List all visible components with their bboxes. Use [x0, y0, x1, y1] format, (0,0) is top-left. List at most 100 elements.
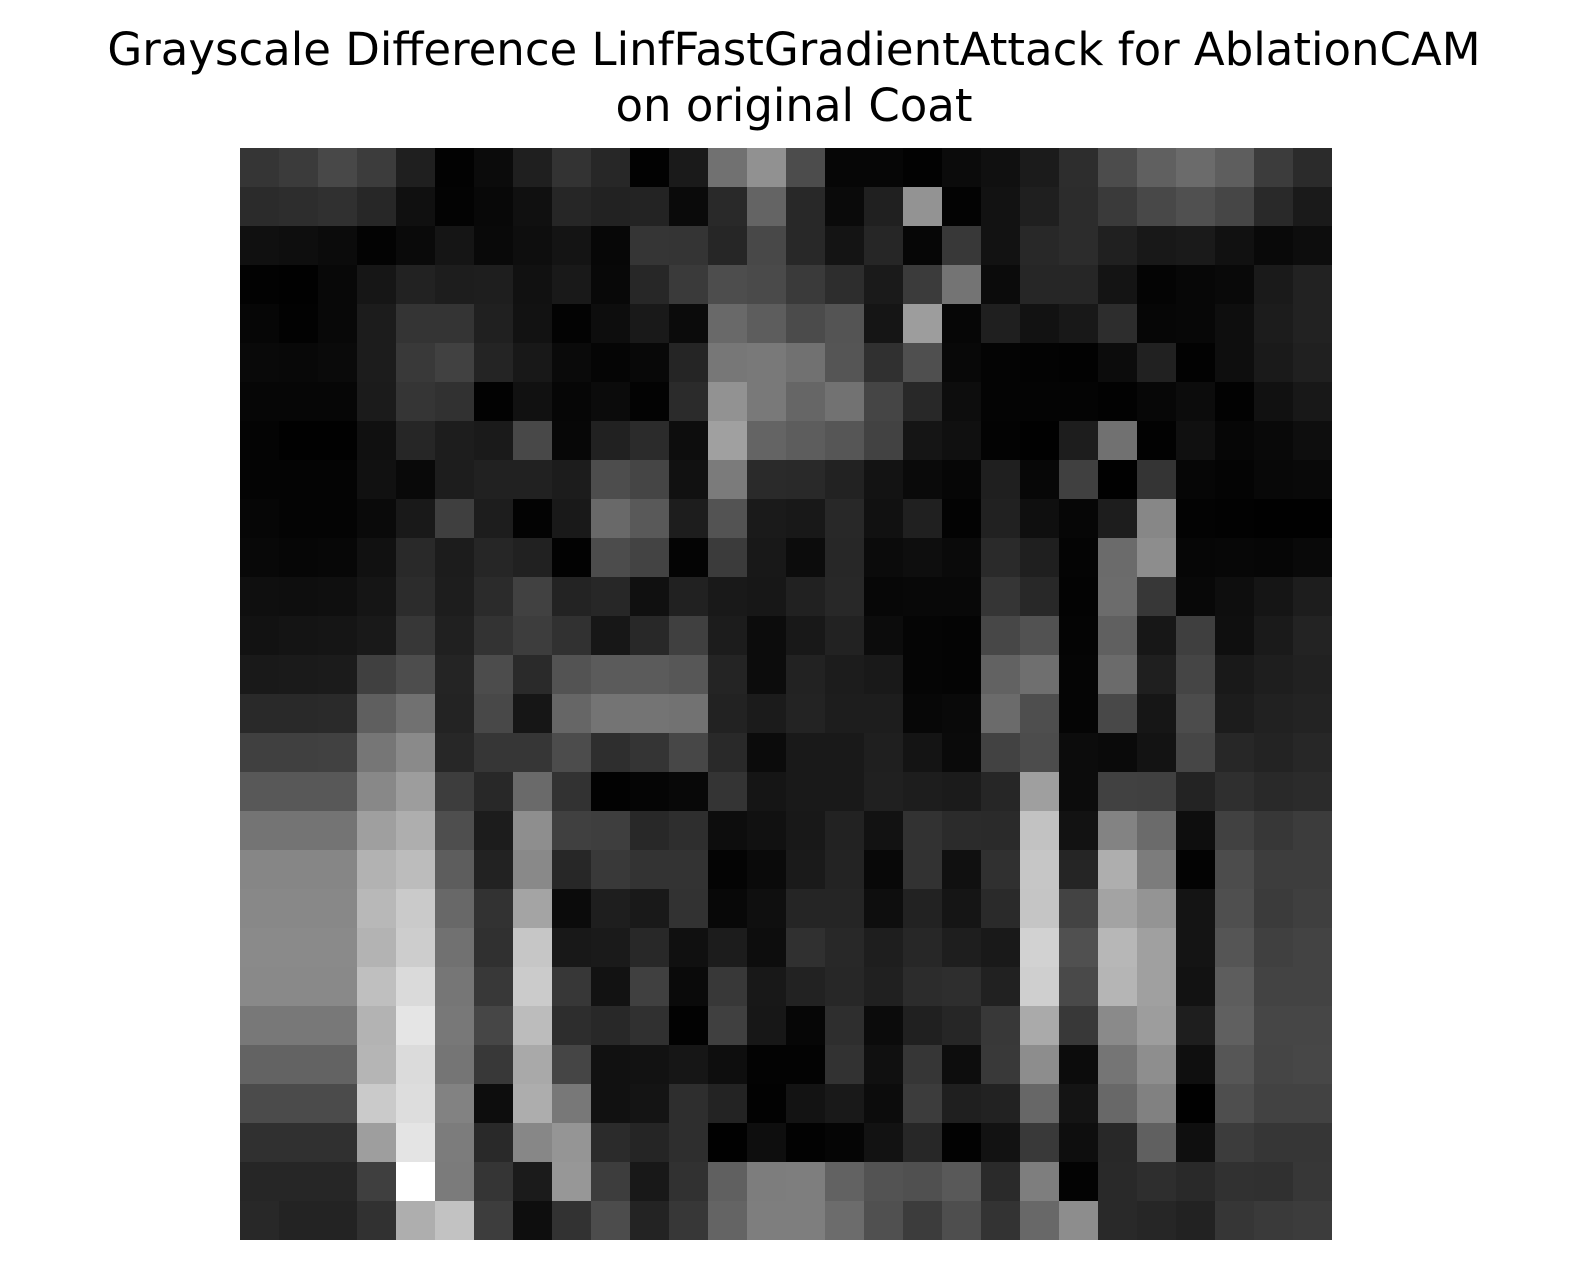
heatmap-cell-r3-c27 — [1293, 265, 1332, 305]
heatmap-cell-r1-c13 — [747, 187, 787, 227]
heatmap-cell-r16-c6 — [474, 772, 514, 812]
heatmap-cell-r1-c2 — [318, 187, 358, 227]
heatmap-cell-r11-c10 — [630, 577, 670, 617]
heatmap-cell-r27-c8 — [552, 1201, 592, 1240]
heatmap-cell-r7-c16 — [864, 421, 904, 461]
heatmap-cell-r10-c26 — [1254, 538, 1294, 578]
heatmap-cell-r8-c25 — [1215, 460, 1255, 500]
heatmap-cell-r3-c24 — [1176, 265, 1216, 305]
heatmap-cell-r4-c1 — [279, 304, 319, 344]
heatmap-cell-r13-c1 — [279, 655, 319, 695]
heatmap-cell-r12-c16 — [864, 616, 904, 656]
heatmap-cell-r8-c14 — [786, 460, 826, 500]
heatmap-cell-r18-c8 — [552, 850, 592, 890]
heatmap-cell-r3-c17 — [903, 265, 943, 305]
heatmap-cell-r21-c26 — [1254, 967, 1294, 1007]
heatmap-cell-r0-c13 — [747, 148, 787, 188]
heatmap-cell-r9-c3 — [357, 499, 397, 539]
heatmap-cell-r4-c26 — [1254, 304, 1294, 344]
heatmap-cell-r12-c3 — [357, 616, 397, 656]
heatmap-cell-r27-c11 — [669, 1201, 709, 1240]
heatmap-cell-r23-c11 — [669, 1045, 709, 1085]
heatmap-cell-r5-c20 — [1020, 343, 1060, 383]
heatmap-cell-r19-c14 — [786, 889, 826, 929]
heatmap-cell-r11-c13 — [747, 577, 787, 617]
heatmap-cell-r2-c14 — [786, 226, 826, 266]
heatmap-cell-r11-c2 — [318, 577, 358, 617]
heatmap-cell-r18-c25 — [1215, 850, 1255, 890]
heatmap-cell-r17-c12 — [708, 811, 748, 851]
heatmap-cell-r16-c19 — [981, 772, 1021, 812]
heatmap-cell-r1-c8 — [552, 187, 592, 227]
heatmap-cell-r3-c11 — [669, 265, 709, 305]
heatmap-cell-r24-c11 — [669, 1084, 709, 1124]
heatmap-cell-r24-c22 — [1098, 1084, 1138, 1124]
heatmap-cell-r9-c2 — [318, 499, 358, 539]
heatmap-cell-r18-c7 — [513, 850, 553, 890]
heatmap-cell-r7-c10 — [630, 421, 670, 461]
heatmap-cell-r3-c18 — [942, 265, 982, 305]
heatmap-cell-r2-c3 — [357, 226, 397, 266]
heatmap-cell-r6-c12 — [708, 382, 748, 422]
heatmap-cell-r21-c1 — [279, 967, 319, 1007]
heatmap-cell-r27-c25 — [1215, 1201, 1255, 1240]
heatmap-cell-r13-c8 — [552, 655, 592, 695]
heatmap-cell-r19-c22 — [1098, 889, 1138, 929]
heatmap-cell-r8-c3 — [357, 460, 397, 500]
heatmap-cell-r13-c21 — [1059, 655, 1099, 695]
heatmap-cell-r8-c18 — [942, 460, 982, 500]
heatmap-cell-r22-c24 — [1176, 1006, 1216, 1046]
heatmap-cell-r18-c4 — [396, 850, 436, 890]
heatmap-cell-r27-c0 — [240, 1201, 280, 1240]
heatmap-cell-r22-c23 — [1137, 1006, 1177, 1046]
heatmap-cell-r26-c19 — [981, 1162, 1021, 1202]
heatmap-cell-r14-c7 — [513, 694, 553, 734]
heatmap-cell-r0-c26 — [1254, 148, 1294, 188]
heatmap-cell-r2-c0 — [240, 226, 280, 266]
heatmap-cell-r23-c13 — [747, 1045, 787, 1085]
heatmap-cell-r6-c14 — [786, 382, 826, 422]
heatmap-cell-r0-c4 — [396, 148, 436, 188]
heatmap-cell-r2-c4 — [396, 226, 436, 266]
heatmap-cell-r17-c10 — [630, 811, 670, 851]
heatmap-cell-r7-c26 — [1254, 421, 1294, 461]
heatmap-cell-r9-c4 — [396, 499, 436, 539]
heatmap-cell-r11-c3 — [357, 577, 397, 617]
heatmap-cell-r6-c8 — [552, 382, 592, 422]
heatmap-cell-r26-c3 — [357, 1162, 397, 1202]
heatmap-cell-r27-c6 — [474, 1201, 514, 1240]
heatmap-cell-r0-c15 — [825, 148, 865, 188]
heatmap-cell-r20-c18 — [942, 928, 982, 968]
heatmap-cell-r21-c12 — [708, 967, 748, 1007]
heatmap-cell-r9-c1 — [279, 499, 319, 539]
heatmap-cell-r27-c7 — [513, 1201, 553, 1240]
heatmap-cell-r19-c20 — [1020, 889, 1060, 929]
heatmap-cell-r5-c21 — [1059, 343, 1099, 383]
heatmap-cell-r27-c18 — [942, 1201, 982, 1240]
heatmap-cell-r15-c8 — [552, 733, 592, 773]
heatmap-cell-r25-c13 — [747, 1123, 787, 1163]
heatmap-cell-r25-c5 — [435, 1123, 475, 1163]
heatmap-cell-r19-c12 — [708, 889, 748, 929]
heatmap-cell-r14-c16 — [864, 694, 904, 734]
heatmap-cell-r11-c7 — [513, 577, 553, 617]
heatmap-cell-r16-c0 — [240, 772, 280, 812]
heatmap-cell-r5-c22 — [1098, 343, 1138, 383]
heatmap-cell-r0-c12 — [708, 148, 748, 188]
heatmap-cell-r1-c1 — [279, 187, 319, 227]
heatmap-cell-r12-c18 — [942, 616, 982, 656]
heatmap-cell-r6-c27 — [1293, 382, 1332, 422]
heatmap-cell-r24-c4 — [396, 1084, 436, 1124]
heatmap-cell-r24-c1 — [279, 1084, 319, 1124]
heatmap-cell-r7-c0 — [240, 421, 280, 461]
heatmap-cell-r27-c17 — [903, 1201, 943, 1240]
heatmap-cell-r25-c23 — [1137, 1123, 1177, 1163]
heatmap-cell-r21-c24 — [1176, 967, 1216, 1007]
heatmap-cell-r14-c9 — [591, 694, 631, 734]
heatmap-cell-r15-c0 — [240, 733, 280, 773]
heatmap-cell-r16-c26 — [1254, 772, 1294, 812]
heatmap-cell-r6-c24 — [1176, 382, 1216, 422]
heatmap-cell-r18-c3 — [357, 850, 397, 890]
heatmap-cell-r17-c15 — [825, 811, 865, 851]
heatmap-cell-r2-c20 — [1020, 226, 1060, 266]
